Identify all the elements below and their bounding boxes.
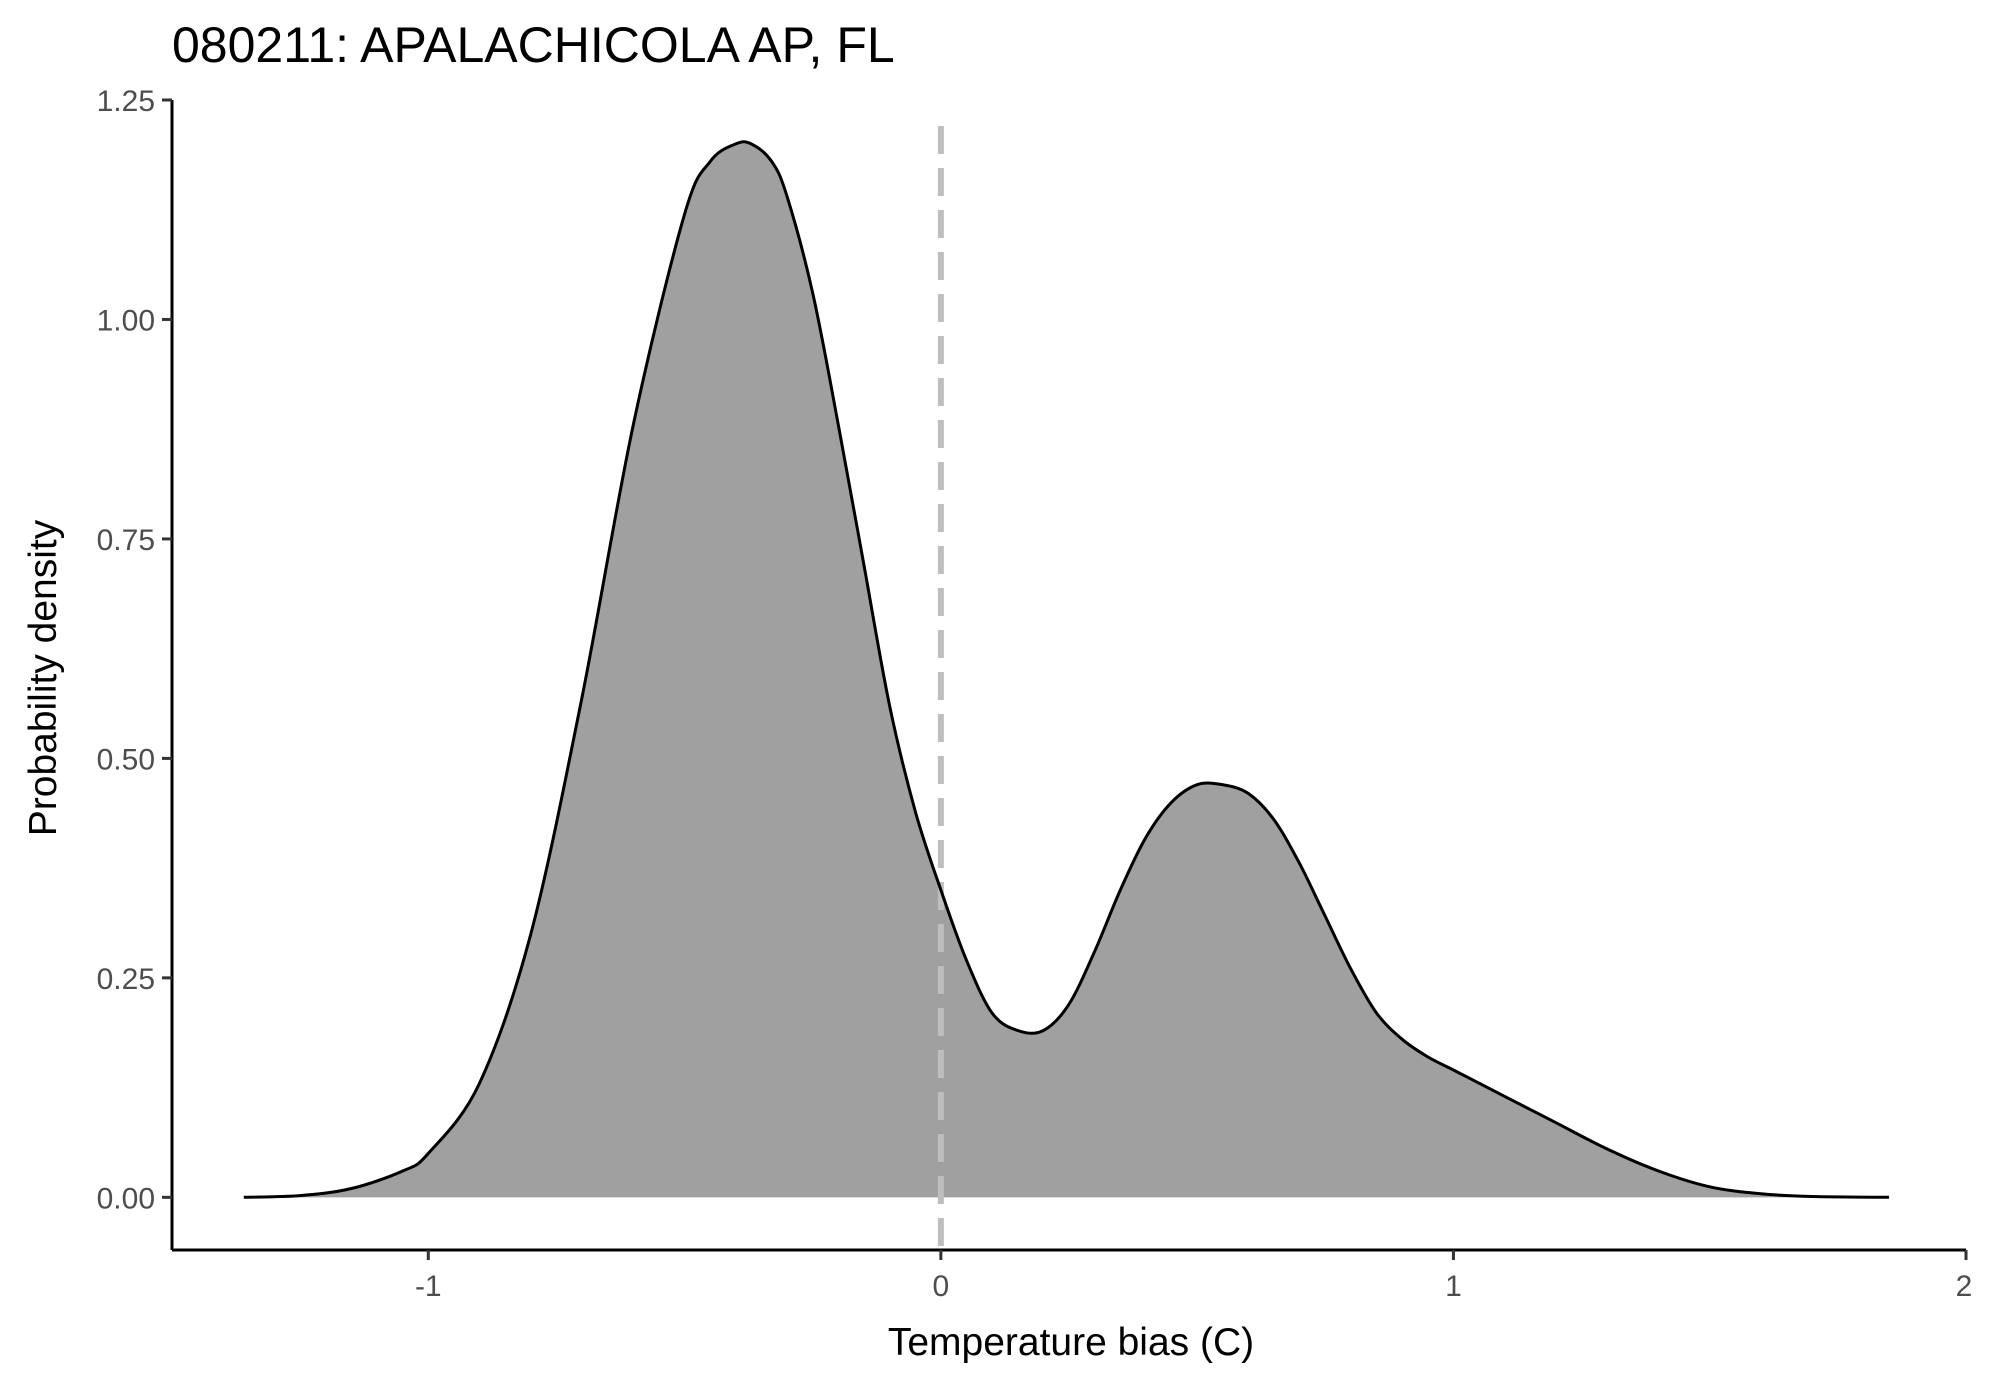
x-axis-title: Temperature bias (C)	[888, 1321, 1254, 1364]
density-area	[243, 141, 1890, 1198]
x-axis: -1 0 1 2	[172, 1248, 1973, 1303]
y-tick-label: 0.25	[97, 963, 155, 996]
y-tick-label: 0.50	[97, 743, 155, 776]
plot-area	[243, 126, 1890, 1250]
x-tick-label: 1	[1445, 1270, 1462, 1303]
y-axis-title: Probability density	[22, 519, 65, 836]
x-tick-label: 0	[933, 1270, 950, 1303]
x-tick-label: 2	[1956, 1270, 1973, 1303]
y-tick-label: 1.00	[97, 304, 155, 337]
y-tick-label: 0.00	[97, 1182, 155, 1215]
y-axis: 0.00 0.25 0.50 0.75 1.00 1.25	[97, 85, 174, 1250]
x-tick-label: -1	[415, 1270, 442, 1303]
y-tick-label: 1.25	[97, 85, 155, 118]
density-curve-line	[243, 140, 1890, 1199]
chart-title: 080211: APALACHICOLA AP, FL	[172, 17, 895, 73]
y-tick-label: 0.75	[97, 524, 155, 557]
